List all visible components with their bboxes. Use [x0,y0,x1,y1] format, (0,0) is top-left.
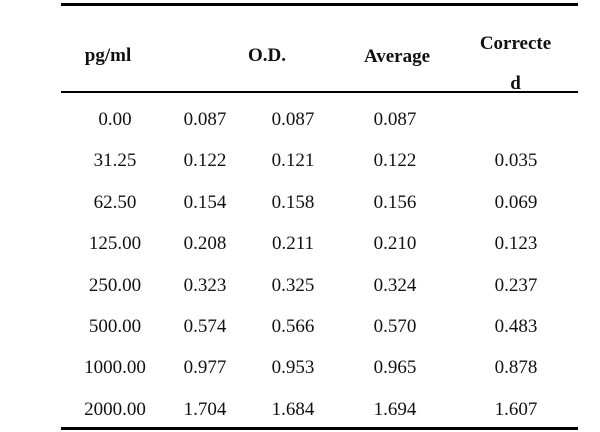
header-corrected: Correcte d [453,24,578,104]
table-row: 250.00 0.323 0.325 0.324 0.237 [61,266,578,307]
cell-corrected: 0.035 [494,150,538,172]
standard-curve-table: pg/ml O.D. Average Correcte d 0.00 0.087… [61,0,578,432]
table-body: 0.00 0.087 0.087 0.087 31.25 0.122 0.121… [61,100,578,431]
cell-od-1: 1.704 [183,398,227,420]
cell-average: 0.156 [373,191,417,213]
table-row: 125.00 0.208 0.211 0.210 0.123 [61,224,578,265]
table-row: 2000.00 1.704 1.684 1.694 1.607 [61,390,578,431]
table-header-rule [61,91,578,93]
cell-od-1: 0.154 [183,191,227,213]
cell-od-2: 0.211 [271,233,315,255]
cell-concentration: 2000.00 [84,398,146,420]
cell-average: 0.087 [373,109,417,130]
table-row: 0.00 0.087 0.087 0.087 [61,100,578,141]
cell-average: 0.570 [373,315,417,337]
header-corrected-line2: d [510,73,521,94]
table-bottom-rule [61,427,578,430]
cell-od-1: 0.323 [183,274,227,296]
cell-concentration: 62.50 [93,191,137,213]
table-row: 31.25 0.122 0.121 0.122 0.035 [61,141,578,182]
cell-od-1: 0.087 [183,109,227,130]
cell-od-2: 0.087 [271,109,315,130]
cell-concentration: 31.25 [93,150,137,172]
cell-corrected: 0.123 [494,233,538,255]
header-od: O.D. [248,45,286,66]
header-corrected-line1: Correcte [479,33,552,54]
cell-od-2: 0.158 [271,191,315,213]
cell-corrected: 1.607 [494,398,538,420]
cell-od-1: 0.122 [183,150,227,172]
header-concentration: pg/ml [84,45,132,66]
cell-od-2: 0.121 [271,150,315,172]
cell-concentration: 1000.00 [84,357,146,379]
cell-average: 0.122 [373,150,417,172]
cell-od-2: 0.566 [271,315,315,337]
cell-corrected: 0.237 [494,274,538,296]
cell-average: 1.694 [373,398,417,420]
cell-od-2: 0.325 [271,274,315,296]
cell-average: 0.324 [373,274,417,296]
cell-concentration: 500.00 [88,315,142,337]
cell-average: 0.965 [373,357,417,379]
cell-concentration: 125.00 [88,233,142,255]
table-row: 62.50 0.154 0.158 0.156 0.069 [61,183,578,224]
cell-od-1: 0.208 [183,233,227,255]
cell-od-2: 1.684 [271,398,315,420]
cell-corrected: 0.069 [494,191,538,213]
table-row: 500.00 0.574 0.566 0.570 0.483 [61,307,578,348]
table-top-rule [61,3,578,6]
cell-corrected: 0.483 [494,315,538,337]
cell-od-1: 0.574 [183,315,227,337]
cell-average: 0.210 [373,233,417,255]
cell-od-1: 0.977 [183,357,227,379]
cell-od-2: 0.953 [271,357,315,379]
cell-corrected: 0.878 [494,357,538,379]
cell-concentration: 0.00 [98,109,132,130]
header-average: Average [363,46,431,67]
table-row: 1000.00 0.977 0.953 0.965 0.878 [61,348,578,389]
cell-concentration: 250.00 [88,274,142,296]
